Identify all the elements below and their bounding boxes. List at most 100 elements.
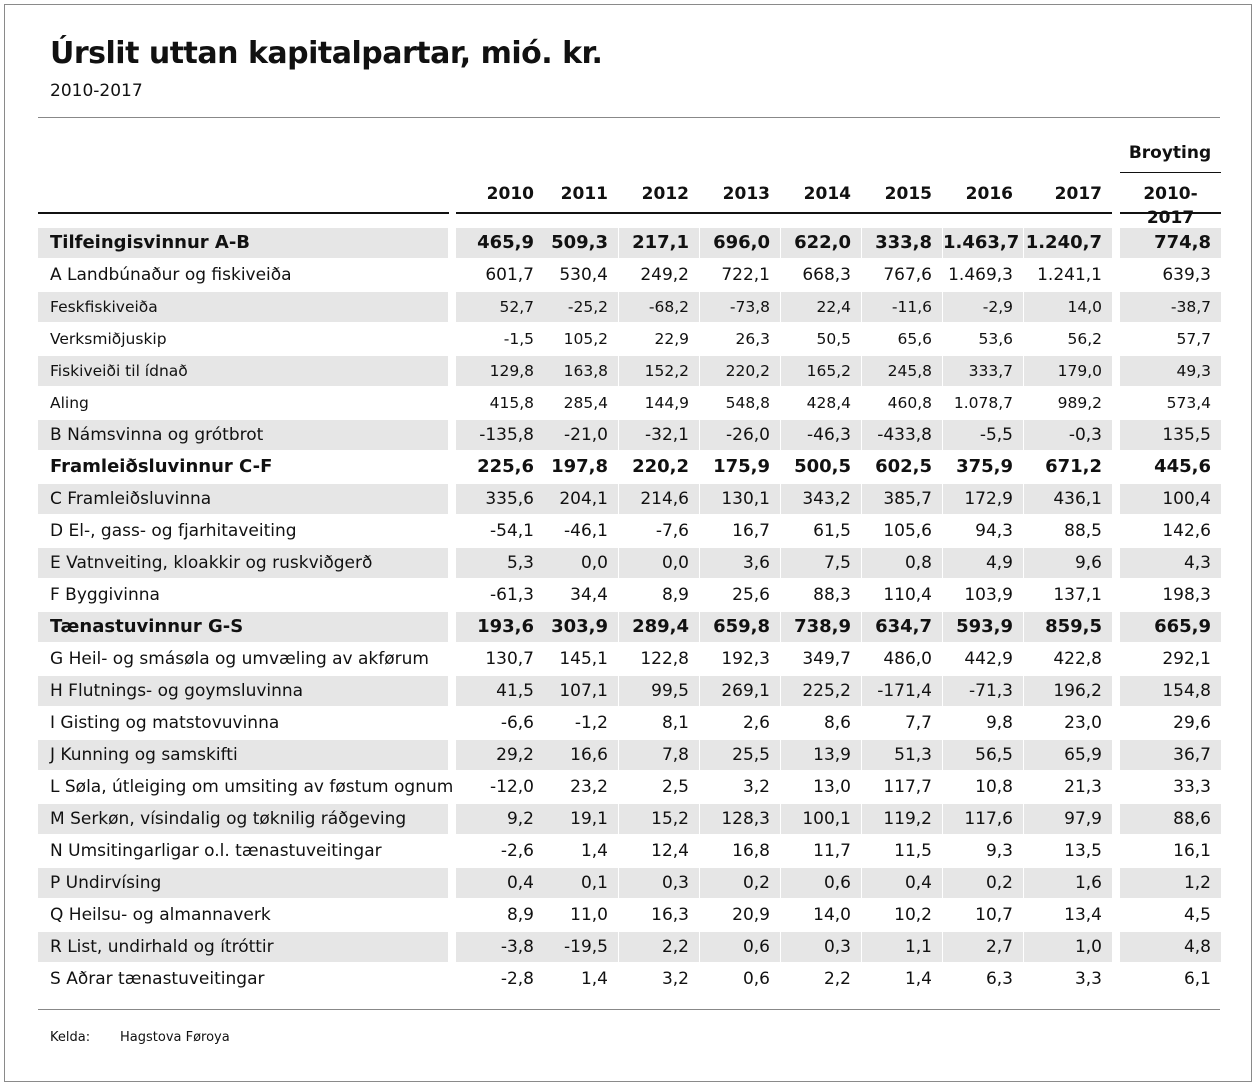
row-label: E Vatnveiting, kloakkir og ruskviðgerð bbox=[38, 548, 448, 578]
row-label: G Heil- og smásøla og umvæling av akføru… bbox=[50, 649, 429, 669]
value-cell: 7,8 bbox=[619, 740, 699, 770]
value-cell: 1.241,1 bbox=[1037, 265, 1102, 285]
change-value-cell: 4,5 bbox=[1183, 905, 1211, 925]
value-cell: 214,6 bbox=[619, 484, 699, 514]
value-cell: 165,2 bbox=[781, 356, 861, 386]
value-cell: 668,3 bbox=[802, 265, 851, 285]
row-label: Verksmiðjuskip bbox=[50, 330, 167, 348]
value-cell: 2,6 bbox=[742, 713, 770, 733]
value-cell: 0,1 bbox=[538, 868, 618, 898]
value-cell: 0,2 bbox=[700, 868, 780, 898]
table-body: Tilfeingisvinnur A-B 465,9 509,3 217,1 696,0… bbox=[0, 228, 1258, 996]
change-value-cell: 445,6 bbox=[1154, 456, 1211, 477]
value-cell: 460,8 bbox=[887, 394, 932, 412]
value-cell: -21,0 bbox=[538, 420, 618, 450]
value-cell: 10,2 bbox=[894, 905, 932, 925]
table-row: N Umsitingarligar o.l. tænastuveitingar -… bbox=[0, 836, 1258, 868]
value-cell: -1,5 bbox=[503, 330, 534, 348]
value-cell: 465,9 bbox=[456, 228, 544, 258]
change-value-cell: 573,4 bbox=[1166, 394, 1211, 412]
value-cell: 1.469,3 bbox=[948, 265, 1013, 285]
value-cell: 179,0 bbox=[1024, 356, 1112, 386]
change-value-cell: 16,1 bbox=[1173, 841, 1211, 861]
source-note: Kelda: Hagstova Føroya bbox=[50, 1029, 230, 1047]
value-cell: 2,5 bbox=[661, 777, 689, 797]
value-cell: -68,2 bbox=[619, 292, 699, 322]
table-row: I Gisting og matstovuvinna -6,6 -1,2 8,1 2,6… bbox=[0, 708, 1258, 740]
value-cell: 671,2 bbox=[1045, 456, 1102, 477]
row-label: Feskfiskiveiða bbox=[38, 292, 448, 322]
value-cell: 2,2 bbox=[619, 932, 699, 962]
value-cell: 10,7 bbox=[975, 905, 1013, 925]
value-cell: 8,6 bbox=[823, 713, 851, 733]
value-cell: 696,0 bbox=[700, 228, 780, 258]
value-cell: 333,8 bbox=[862, 228, 942, 258]
value-cell: 13,9 bbox=[781, 740, 861, 770]
change-header-top: Broyting bbox=[1128, 143, 1212, 163]
value-cell: 3,6 bbox=[700, 548, 780, 578]
value-cell: -5,5 bbox=[943, 420, 1023, 450]
value-cell: 12,4 bbox=[651, 841, 689, 861]
change-value-cell: 135,5 bbox=[1120, 420, 1221, 450]
row-label: M Serkøn, vísindalig og tøknilig ráðgevi… bbox=[38, 804, 448, 834]
row-label: R List, undirhald og ítróttir bbox=[38, 932, 448, 962]
page-subtitle: 2010-2017 bbox=[50, 81, 143, 101]
value-cell: 1.463,7 bbox=[943, 228, 1023, 258]
value-cell: 163,8 bbox=[538, 356, 618, 386]
table-row: D El-, gass- og fjarhitaveiting -54,1 -46,… bbox=[0, 516, 1258, 548]
value-cell: -26,0 bbox=[700, 420, 780, 450]
value-cell: 0,4 bbox=[862, 868, 942, 898]
row-label: Aling bbox=[50, 394, 89, 412]
value-cell: 7,7 bbox=[904, 713, 932, 733]
value-cell: 220,2 bbox=[700, 356, 780, 386]
column-header-2015: 2015 bbox=[884, 184, 932, 204]
value-cell: 622,0 bbox=[781, 228, 861, 258]
value-cell: 333,7 bbox=[943, 356, 1023, 386]
value-cell: -46,1 bbox=[564, 521, 608, 541]
value-cell: -135,8 bbox=[456, 420, 544, 450]
value-cell: -54,1 bbox=[490, 521, 534, 541]
value-cell: 128,3 bbox=[700, 804, 780, 834]
value-cell: 16,8 bbox=[732, 841, 770, 861]
change-value-cell: 4,3 bbox=[1120, 548, 1221, 578]
row-label: J Kunning og samskifti bbox=[38, 740, 448, 770]
value-cell: -1,2 bbox=[574, 713, 608, 733]
value-cell: 16,7 bbox=[732, 521, 770, 541]
value-cell: 9,2 bbox=[456, 804, 544, 834]
value-cell: 41,5 bbox=[456, 676, 544, 706]
value-cell: 269,1 bbox=[700, 676, 780, 706]
value-cell: 2,2 bbox=[823, 969, 851, 989]
value-cell: 117,6 bbox=[943, 804, 1023, 834]
value-cell: -25,2 bbox=[538, 292, 618, 322]
row-label: S Aðrar tænastuveitingar bbox=[50, 969, 265, 989]
row-label: Tilfeingisvinnur A-B bbox=[38, 228, 448, 258]
change-value-cell: 292,1 bbox=[1162, 649, 1211, 669]
value-cell: -32,1 bbox=[619, 420, 699, 450]
value-cell: 97,9 bbox=[1024, 804, 1112, 834]
source-label: Kelda: bbox=[50, 1030, 91, 1045]
change-value-cell: -38,7 bbox=[1120, 292, 1221, 322]
change-value-cell: 1,2 bbox=[1120, 868, 1221, 898]
label-header-rule bbox=[38, 212, 449, 214]
row-label: F Byggivinna bbox=[50, 585, 160, 605]
value-cell: 415,8 bbox=[489, 394, 534, 412]
value-cell: 3,2 bbox=[742, 777, 770, 797]
value-cell: 4,9 bbox=[943, 548, 1023, 578]
value-cell: 245,8 bbox=[862, 356, 942, 386]
table-row: B Námsvinna og grótbrot -135,8 -21,0 -32,1-… bbox=[0, 420, 1258, 452]
value-cell: 94,3 bbox=[975, 521, 1013, 541]
value-cell: 29,2 bbox=[456, 740, 544, 770]
change-value-cell: 639,3 bbox=[1162, 265, 1211, 285]
value-cell: 192,3 bbox=[721, 649, 770, 669]
value-cell: 21,3 bbox=[1064, 777, 1102, 797]
bottom-divider bbox=[38, 1009, 1220, 1010]
value-cell: 7,5 bbox=[781, 548, 861, 578]
value-cell: 175,9 bbox=[713, 456, 770, 477]
value-cell: -71,3 bbox=[943, 676, 1023, 706]
value-cell: 129,8 bbox=[456, 356, 544, 386]
value-cell: 436,1 bbox=[1024, 484, 1112, 514]
change-value-cell: 142,6 bbox=[1162, 521, 1211, 541]
value-cell: -19,5 bbox=[538, 932, 618, 962]
change-value-cell: 774,8 bbox=[1120, 228, 1221, 258]
value-cell: -171,4 bbox=[862, 676, 942, 706]
